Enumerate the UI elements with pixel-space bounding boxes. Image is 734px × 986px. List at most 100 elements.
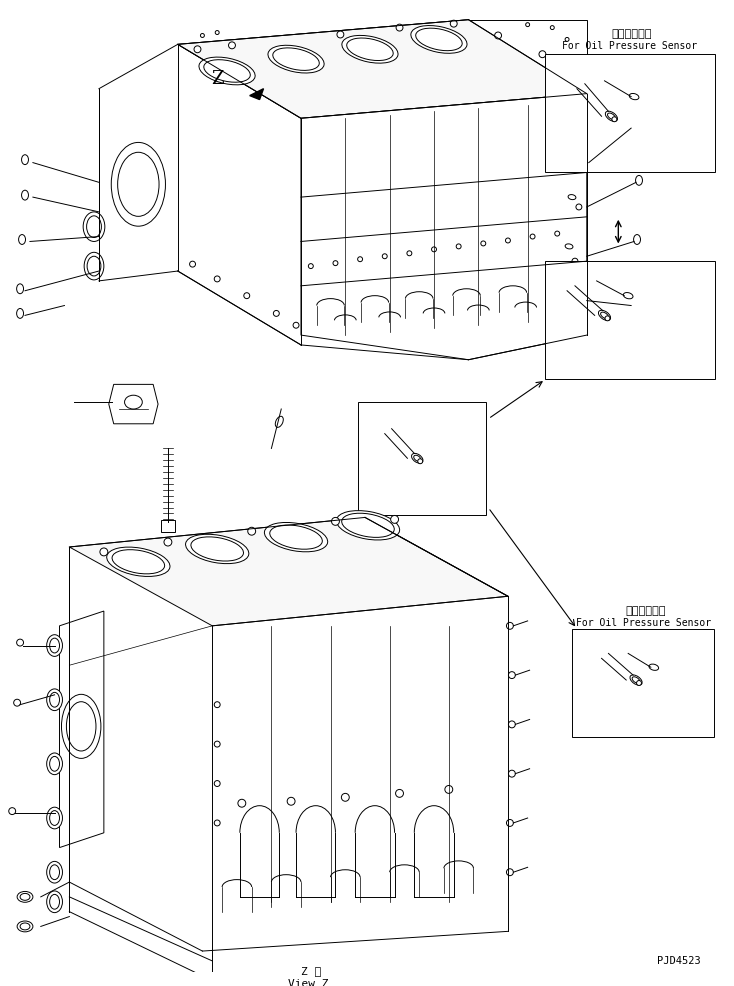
Circle shape: [576, 204, 582, 210]
Circle shape: [357, 256, 363, 261]
Circle shape: [569, 155, 575, 161]
Ellipse shape: [336, 511, 399, 540]
Ellipse shape: [50, 692, 59, 707]
Circle shape: [555, 231, 560, 236]
Circle shape: [337, 31, 344, 37]
Ellipse shape: [414, 456, 421, 461]
Circle shape: [506, 622, 513, 629]
Circle shape: [450, 20, 457, 27]
Ellipse shape: [630, 675, 642, 685]
Circle shape: [189, 261, 195, 267]
Circle shape: [509, 770, 515, 777]
Ellipse shape: [631, 120, 638, 130]
Polygon shape: [468, 20, 586, 306]
Circle shape: [509, 721, 515, 728]
Circle shape: [506, 238, 510, 243]
Circle shape: [9, 808, 15, 814]
Circle shape: [382, 253, 388, 258]
Ellipse shape: [633, 235, 641, 245]
Ellipse shape: [273, 48, 319, 70]
Ellipse shape: [623, 293, 633, 299]
Circle shape: [308, 263, 313, 268]
Ellipse shape: [562, 145, 569, 150]
Ellipse shape: [47, 891, 62, 913]
Ellipse shape: [50, 638, 59, 653]
Ellipse shape: [21, 155, 29, 165]
Circle shape: [164, 538, 172, 546]
Ellipse shape: [346, 38, 393, 60]
Bar: [572, 629, 714, 738]
Polygon shape: [59, 611, 103, 848]
Ellipse shape: [629, 94, 639, 100]
Ellipse shape: [415, 29, 462, 50]
Circle shape: [407, 250, 412, 255]
Ellipse shape: [50, 756, 59, 771]
Circle shape: [228, 41, 236, 48]
Bar: [358, 402, 486, 516]
Ellipse shape: [20, 923, 30, 930]
Circle shape: [14, 699, 21, 706]
Circle shape: [565, 37, 569, 41]
Circle shape: [495, 32, 501, 38]
Ellipse shape: [606, 111, 617, 121]
Ellipse shape: [342, 35, 398, 63]
Ellipse shape: [47, 753, 62, 775]
Bar: [161, 521, 175, 532]
Circle shape: [445, 786, 453, 794]
Ellipse shape: [270, 526, 322, 549]
Circle shape: [559, 67, 566, 74]
Ellipse shape: [411, 26, 467, 53]
Circle shape: [530, 234, 535, 239]
Circle shape: [550, 26, 554, 30]
Ellipse shape: [84, 252, 103, 280]
Circle shape: [396, 24, 403, 31]
Ellipse shape: [62, 694, 101, 758]
Bar: [545, 261, 715, 380]
Text: For Oil Pressure Sensor: For Oil Pressure Sensor: [576, 618, 711, 628]
Text: 油圧センサ用: 油圧センサ用: [625, 606, 666, 616]
Circle shape: [612, 116, 617, 121]
Ellipse shape: [268, 45, 324, 73]
Circle shape: [549, 327, 555, 333]
Text: 油圧センサ用: 油圧センサ用: [611, 30, 651, 39]
Ellipse shape: [632, 676, 640, 683]
Ellipse shape: [47, 862, 62, 883]
Ellipse shape: [47, 689, 62, 711]
Circle shape: [214, 276, 220, 282]
Ellipse shape: [106, 547, 170, 577]
Ellipse shape: [17, 891, 33, 902]
Circle shape: [200, 34, 204, 37]
Ellipse shape: [649, 665, 658, 670]
Circle shape: [509, 671, 515, 678]
Polygon shape: [178, 20, 586, 118]
Circle shape: [100, 548, 108, 556]
Ellipse shape: [186, 534, 249, 564]
Polygon shape: [250, 89, 264, 100]
Circle shape: [341, 794, 349, 802]
Ellipse shape: [112, 549, 164, 574]
Circle shape: [214, 702, 220, 708]
Ellipse shape: [568, 194, 576, 199]
Circle shape: [526, 23, 530, 27]
Ellipse shape: [20, 893, 30, 900]
Polygon shape: [69, 518, 508, 626]
Circle shape: [605, 316, 610, 320]
Circle shape: [214, 781, 220, 787]
Ellipse shape: [112, 142, 165, 226]
Ellipse shape: [264, 523, 327, 552]
Ellipse shape: [17, 309, 23, 318]
Ellipse shape: [565, 244, 573, 248]
Circle shape: [481, 241, 486, 246]
Circle shape: [214, 741, 220, 747]
Circle shape: [506, 869, 513, 876]
Ellipse shape: [125, 395, 142, 409]
Circle shape: [539, 50, 546, 57]
Circle shape: [396, 790, 404, 798]
Ellipse shape: [83, 212, 105, 242]
Circle shape: [506, 819, 513, 826]
Circle shape: [273, 311, 279, 317]
Ellipse shape: [18, 235, 26, 245]
Ellipse shape: [50, 894, 59, 909]
Polygon shape: [109, 385, 158, 424]
Ellipse shape: [47, 808, 62, 829]
